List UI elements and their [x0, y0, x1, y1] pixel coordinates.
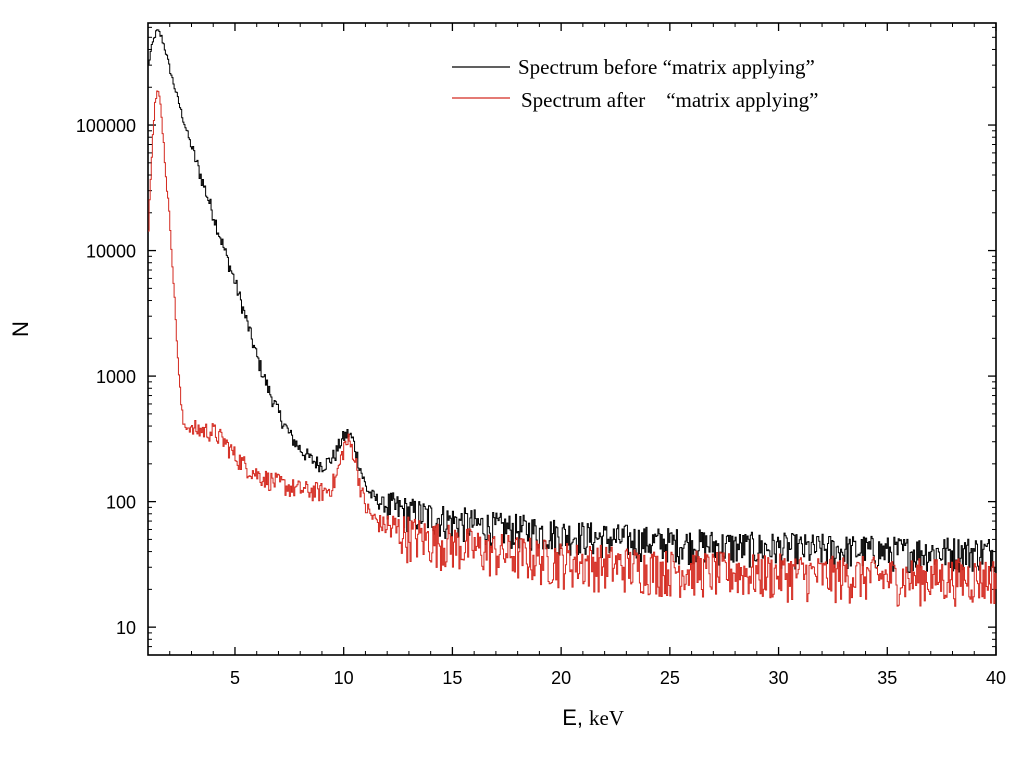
- x-tick-label: 5: [230, 668, 240, 688]
- y-tick-label: 100000: [76, 116, 136, 136]
- y-tick-label: 10: [116, 618, 136, 638]
- x-tick-label: 40: [986, 668, 1006, 688]
- series-line-after: [148, 90, 997, 607]
- x-tick-label: 15: [442, 668, 462, 688]
- y-axis-title: N: [8, 321, 33, 337]
- series-layer: [148, 29, 997, 607]
- y-axis-ticks: 10 100 1000 10000 100000: [76, 26, 996, 648]
- legend-label-before: Spectrum before “matrix applying”: [518, 55, 815, 79]
- y-tick-label: 10000: [86, 242, 136, 262]
- y-tick-label: 1000: [96, 367, 136, 387]
- legend-label-after: Spectrum after “matrix applying”: [521, 88, 818, 112]
- x-tick-label: 30: [769, 668, 789, 688]
- series-line-before: [148, 29, 997, 573]
- x-tick-label: 35: [877, 668, 897, 688]
- x-axis-unit: keV: [589, 706, 624, 730]
- x-tick-label: 25: [660, 668, 680, 688]
- x-axis-ticks: 5 10 15 20 25 30 35 40: [169, 23, 1006, 688]
- y-tick-label: 100: [106, 493, 136, 513]
- x-tick-label: 20: [551, 668, 571, 688]
- x-axis-title: E,: [562, 705, 583, 730]
- x-tick-label: 10: [334, 668, 354, 688]
- legend: Spectrum before “matrix applying” Spectr…: [452, 55, 818, 112]
- plot-frame: [147, 22, 997, 656]
